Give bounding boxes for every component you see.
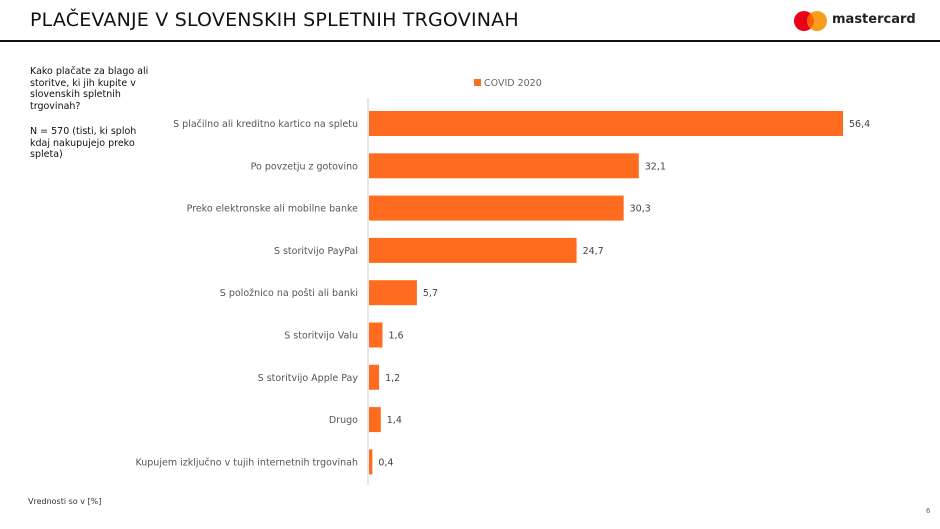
units-footnote: Vrednosti so v [%] bbox=[28, 497, 102, 506]
bar bbox=[369, 322, 383, 348]
data-label: 30,3 bbox=[630, 204, 651, 215]
category-label: S storitvijo Valu bbox=[284, 331, 358, 342]
data-label: 1,2 bbox=[385, 373, 400, 384]
data-label: 32,1 bbox=[645, 161, 666, 172]
survey-question: Kako plačate za blago ali storitve, ki j… bbox=[30, 66, 149, 112]
category-label: S položnico na pošti ali banki bbox=[220, 288, 358, 299]
data-label: 0,4 bbox=[378, 457, 393, 468]
bar bbox=[369, 111, 843, 136]
bar bbox=[369, 237, 577, 263]
bar bbox=[369, 364, 380, 390]
category-label: Po povzetju z gotovino bbox=[251, 161, 359, 172]
bar bbox=[369, 407, 381, 433]
category-label: S storitvijo Apple Pay bbox=[258, 373, 359, 384]
bar bbox=[369, 195, 624, 221]
category-label: Kupujem izključno v tujih internetnih tr… bbox=[136, 457, 359, 468]
category-label: S plačilno ali kreditno kartico na splet… bbox=[173, 119, 358, 130]
page-number: 6 bbox=[926, 507, 931, 515]
category-label: Drugo bbox=[329, 415, 358, 426]
data-label: 5,7 bbox=[423, 288, 438, 299]
page-title: PLAČEVANJE V SLOVENSKIH SPLETNIH TRGOVIN… bbox=[30, 9, 519, 31]
legend-label: COVID 2020 bbox=[484, 78, 542, 89]
data-label: 1,6 bbox=[388, 331, 403, 342]
chart-legend: COVID 2020 bbox=[474, 78, 542, 89]
bar bbox=[369, 280, 417, 306]
category-label: Preko elektronske ali mobilne banke bbox=[187, 204, 359, 215]
mastercard-circles-icon bbox=[794, 11, 827, 31]
title-divider bbox=[0, 40, 940, 42]
bar bbox=[369, 153, 639, 179]
logo-wordmark: mastercard bbox=[832, 12, 916, 27]
category-label: S storitvijo PayPal bbox=[274, 246, 358, 257]
data-label: 1,4 bbox=[387, 415, 402, 426]
sample-size-note: N = 570 (tisti, ki sploh kdaj nakupujejo… bbox=[30, 126, 137, 160]
data-label: 56,4 bbox=[849, 119, 870, 130]
legend-swatch bbox=[474, 79, 481, 86]
data-label: 24,7 bbox=[583, 246, 604, 257]
bar bbox=[369, 449, 373, 475]
